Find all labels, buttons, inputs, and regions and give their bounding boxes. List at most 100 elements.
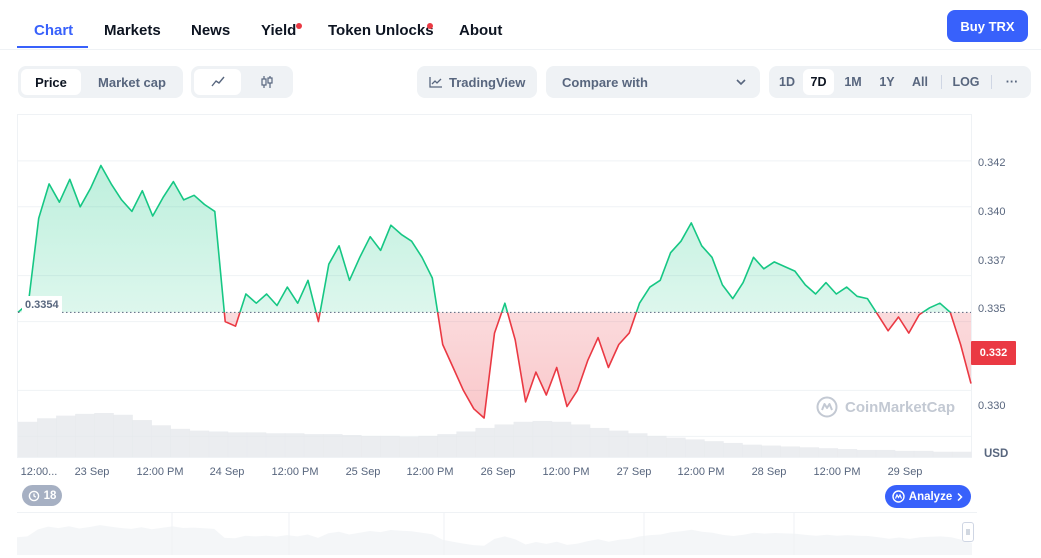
volume-bar [837, 449, 858, 457]
y-tick-label: 0.330 [978, 400, 1006, 412]
volume-bar [342, 435, 362, 457]
y-tick-label: 0.337 [978, 255, 1006, 267]
x-tick-label: 23 Sep [74, 466, 110, 478]
x-tick-label: 24 Sep [209, 466, 245, 478]
x-tick-label: 28 Sep [751, 466, 787, 478]
price-marketcap-toggle: Price Market cap [18, 66, 183, 98]
tab-markets[interactable]: Markets [104, 22, 161, 39]
volume-bar [170, 428, 191, 457]
volume-bar [704, 441, 724, 457]
volume-bar [551, 421, 572, 457]
volume-bar [418, 435, 438, 457]
volume-bar [437, 434, 457, 457]
volume-bar [608, 430, 629, 457]
volume-bar [913, 450, 934, 457]
x-tick-label: 12:00 PM [406, 466, 454, 478]
tradingview-chart-icon [429, 77, 442, 88]
coinmarketcap-logo-icon [816, 396, 838, 418]
annotations-badge[interactable]: 18 [22, 485, 62, 506]
x-tick-label: 27 Sep [616, 466, 652, 478]
volume-bar [361, 435, 381, 457]
range-1d-button[interactable]: 1D [779, 75, 795, 89]
volume-bar [799, 447, 820, 457]
range-1m-button[interactable]: 1M [844, 75, 862, 89]
volume-bar [685, 439, 705, 457]
analyze-button[interactable]: Analyze [885, 485, 971, 508]
x-tick-label: 12:00 PM [813, 466, 861, 478]
annotations-count: 18 [43, 489, 57, 502]
volume-bar [132, 420, 152, 457]
line-chart-icon [210, 76, 225, 87]
market-cap-button[interactable]: Market cap [98, 74, 166, 90]
price-chart[interactable]: 0.342 0.340 0.337 0.335 0.330 USD 12:00.… [0, 110, 1041, 558]
range-1y-button[interactable]: 1Y [879, 75, 895, 89]
volume-bar [246, 432, 267, 457]
tab-yield[interactable]: Yield [261, 22, 297, 39]
tab-token-unlocks[interactable]: Token Unlocks [328, 22, 434, 39]
volume-bar [75, 413, 95, 457]
volume-bar [627, 433, 648, 457]
x-tick-label: 12:00... [20, 466, 58, 478]
volume-bar [94, 413, 114, 457]
navigator-area [17, 525, 972, 555]
coinmarketcap-watermark: CoinMarketCap [816, 396, 955, 418]
x-tick-label: 25 Sep [345, 466, 381, 478]
volume-bar [475, 427, 495, 457]
more-options-button[interactable]: ··· [1005, 75, 1019, 89]
y-tick-label: 0.335 [978, 303, 1006, 315]
volume-bar [532, 420, 553, 457]
volume-bar [589, 427, 610, 457]
x-tick-label: 12:00 PM [677, 466, 725, 478]
compare-with-dropdown[interactable]: Compare with [546, 66, 760, 98]
volume-bar [208, 431, 229, 457]
price-chart-svg [17, 160, 972, 457]
log-scale-button[interactable]: LOG [952, 75, 980, 89]
volume-bar [322, 434, 343, 457]
range-all-button[interactable]: All [912, 75, 928, 89]
top-nav: Chart Markets News Yield Token Unlocks A… [0, 0, 1041, 50]
baseline-price-label: 0.3354 [22, 296, 62, 314]
chart-type-toggle [191, 66, 293, 98]
range-navigator[interactable] [17, 512, 977, 555]
history-icon [28, 490, 39, 501]
y-tick-label: 0.342 [978, 157, 1006, 169]
tradingview-button[interactable]: TradingView [417, 66, 537, 98]
candlestick-icon [260, 76, 273, 88]
volume-bar [399, 436, 419, 457]
x-tick-label: 12:00 PM [271, 466, 319, 478]
analyze-label: Analyze [908, 490, 953, 503]
volume-bar [742, 444, 762, 457]
yield-notification-dot [296, 23, 302, 29]
volume-bar [932, 451, 953, 457]
volume-bar [723, 442, 743, 457]
volume-bar [646, 435, 667, 457]
chevron-down-icon [736, 79, 746, 86]
coinmarketcap-ai-icon [892, 490, 905, 503]
tab-chart[interactable]: Chart [34, 22, 74, 39]
range-navigator-handle[interactable] [962, 522, 974, 542]
currency-unit-label: USD [984, 448, 1009, 460]
buy-button[interactable]: Buy TRX [947, 10, 1028, 42]
volume-bar [151, 425, 171, 457]
volume-bar [818, 448, 839, 457]
volume-bar [780, 446, 800, 457]
line-chart-button[interactable] [194, 69, 241, 95]
volume-bar [894, 450, 915, 457]
watermark-text: CoinMarketCap [845, 398, 956, 416]
candlestick-chart-button[interactable] [243, 69, 290, 95]
tradingview-label: TradingView [449, 74, 526, 90]
range-7d-button[interactable]: 7D [803, 69, 834, 95]
tab-about[interactable]: About [459, 22, 503, 39]
x-tick-label: 26 Sep [480, 466, 516, 478]
chevron-right-icon [957, 492, 963, 501]
price-button[interactable]: Price [21, 69, 81, 95]
volume-bar [284, 433, 305, 457]
x-tick-label: 12:00 PM [542, 466, 590, 478]
volume-bar [380, 435, 400, 457]
volume-bar [494, 424, 515, 457]
volume-bar [265, 433, 286, 457]
current-price-label: 0.332 [971, 341, 1016, 365]
volume-bar [456, 431, 476, 457]
tab-news[interactable]: News [191, 22, 231, 39]
plot-area-border [17, 114, 972, 458]
